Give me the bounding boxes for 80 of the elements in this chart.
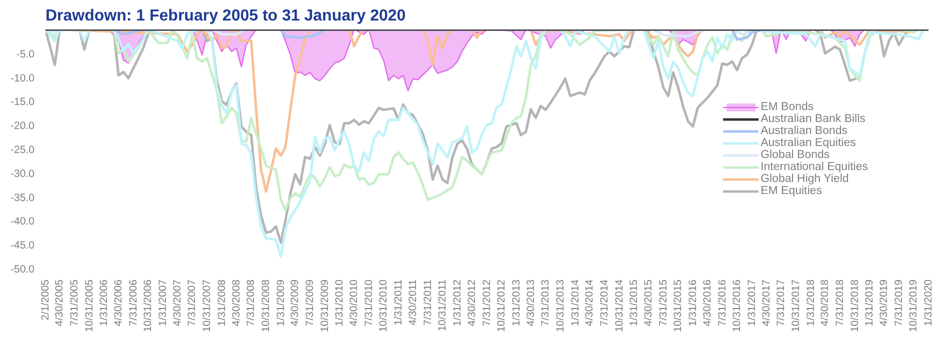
x-tick-label: 7/31/2006 <box>127 279 140 326</box>
x-tick-label: 4/30/2018 <box>819 279 832 326</box>
y-tick-label: -10.0 <box>10 72 35 84</box>
x-tick-label: 4/30/2010 <box>348 279 360 326</box>
x-tick-label: 7/31/2013 <box>540 279 552 326</box>
x-tick-label: 10/31/2008 <box>260 279 272 332</box>
x-tick-label: 10/31/2011 <box>436 279 449 332</box>
x-tick-label: 4/30/2019 <box>878 279 890 326</box>
y-tick-label: -40.0 <box>10 216 35 228</box>
x-tick-label: 7/31/2016 <box>716 279 728 326</box>
legend-label: International Equities <box>760 160 868 172</box>
x-tick-label: 7/31/2008 <box>245 279 258 326</box>
x-tick-label: 1/31/2006 <box>98 279 110 326</box>
x-tick-label: 1/31/2012 <box>451 279 464 326</box>
x-tick-label: 1/31/2008 <box>216 279 228 326</box>
x-tick-label: 10/31/2007 <box>201 279 214 332</box>
x-tick-label: 1/31/2020 <box>922 279 934 326</box>
x-tick-label: 4/30/2014 <box>584 279 596 326</box>
x-tick-label: 7/31/2011 <box>422 279 434 326</box>
y-tick-label: -35.0 <box>10 192 35 204</box>
x-tick-label: 1/31/2018 <box>804 279 817 326</box>
x-tick-label: 1/31/2011 <box>392 279 405 326</box>
x-tick-label: 7/31/2017 <box>775 279 788 326</box>
x-tick-label: 4/30/2012 <box>466 279 478 326</box>
x-tick-label: 10/31/2006 <box>142 279 154 332</box>
y-tick-label: -25.0 <box>10 144 35 156</box>
y-tick-label: -15.0 <box>10 96 35 108</box>
x-tick-label: 10/31/2016 <box>731 279 744 332</box>
y-tick-label: -20.0 <box>10 120 35 132</box>
chart-title: Drawdown: 1 February 2005 to 31 January 2020 <box>46 8 406 24</box>
legend-label: Global High Yield <box>760 172 849 184</box>
x-tick-label: 10/31/2015 <box>672 279 684 332</box>
x-tick-label: 10/31/2009 <box>318 279 331 332</box>
x-tick-label: 4/30/2006 <box>112 279 125 326</box>
x-tick-label: 4/30/2008 <box>230 279 242 326</box>
legend-label: Australian Bank Bills <box>760 112 866 124</box>
x-tick-label: 4/30/2017 <box>760 279 772 326</box>
x-tick-label: 10/31/2014 <box>613 279 626 332</box>
legend-label: EM Bonds <box>760 100 814 112</box>
x-tick-label: 10/31/2018 <box>848 279 861 332</box>
x-tick-label: 4/30/2005 <box>54 279 66 326</box>
x-tick-label: 10/31/2017 <box>790 279 802 332</box>
legend-label: Australian Equities <box>760 136 856 148</box>
x-tick-label: 2/1/2005 <box>40 279 52 320</box>
x-tick-label: 7/31/2014 <box>598 279 610 326</box>
legend-label: Australian Bonds <box>760 124 848 136</box>
x-tick-label: 4/30/2015 <box>642 279 654 326</box>
x-tick-label: 10/31/2013 <box>554 279 566 332</box>
x-tick-label: 4/30/2016 <box>701 279 714 326</box>
x-tick-label: 1/31/2007 <box>157 279 170 326</box>
x-tick-label: 10/31/2010 <box>378 279 390 332</box>
y-tick-label: -50.0 <box>10 264 35 276</box>
x-tick-label: 1/31/2010 <box>334 279 346 326</box>
x-tick-label: 7/31/2005 <box>68 279 81 326</box>
x-tick-label: 1/31/2019 <box>864 279 876 326</box>
x-tick-label: 7/31/2018 <box>834 279 846 326</box>
x-tick-label: 7/31/2012 <box>480 279 493 326</box>
x-tick-label: 1/31/2016 <box>686 279 699 326</box>
y-tick-label: -30.0 <box>10 168 35 180</box>
y-tick-label: -5.0 <box>16 48 35 60</box>
x-tick-label: 1/31/2013 <box>510 279 522 326</box>
x-tick-label: 7/31/2010 <box>362 279 375 326</box>
x-tick-label: 7/31/2015 <box>657 279 670 326</box>
x-tick-label: 4/30/2007 <box>171 279 184 326</box>
x-tick-label: 1/31/2015 <box>628 279 640 326</box>
x-tick-label: 4/30/2011 <box>406 279 419 326</box>
x-tick-label: 7/31/2009 <box>304 279 316 326</box>
x-tick-label: 1/31/2014 <box>569 279 582 326</box>
x-tick-label: 10/31/2012 <box>496 279 508 332</box>
x-tick-label: 7/31/2007 <box>186 279 198 326</box>
x-tick-label: 10/31/2005 <box>83 279 96 332</box>
x-tick-label: 1/31/2017 <box>746 279 758 326</box>
x-tick-label: 1/31/2009 <box>274 279 287 326</box>
x-tick-label: 7/31/2019 <box>892 279 905 326</box>
legend-label: EM Equities <box>760 184 822 196</box>
x-tick-label: 4/30/2009 <box>289 279 302 326</box>
legend-label: Global Bonds <box>760 148 830 160</box>
y-tick-label: -45.0 <box>10 240 35 252</box>
x-tick-label: 10/31/2019 <box>908 279 920 332</box>
x-tick-label: 4/30/2013 <box>524 279 537 326</box>
